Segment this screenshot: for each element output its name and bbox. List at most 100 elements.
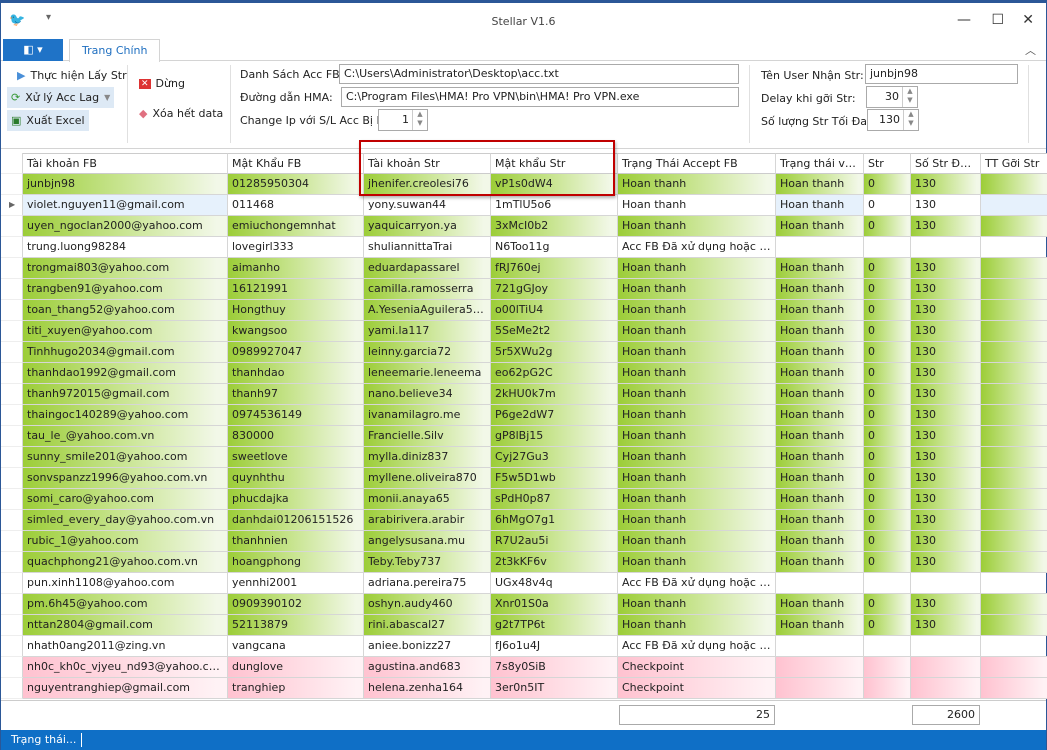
row-indicator[interactable]: [1, 552, 23, 573]
export-excel-button[interactable]: ▣ Xuất Excel: [7, 110, 89, 131]
max-str-spinner[interactable]: 130 ▲ ▼: [867, 109, 919, 131]
cell-str-count: 130: [911, 174, 981, 195]
excel-icon: ▣: [11, 114, 22, 127]
table-row[interactable]: thanh972015@gmail.com thanh97 nano.believe…: [1, 384, 1047, 405]
row-indicator[interactable]: [1, 678, 23, 699]
row-indicator[interactable]: [1, 531, 23, 552]
column-header-verify-status[interactable]: Trạng thái ver…: [776, 153, 864, 174]
row-indicator[interactable]: [1, 657, 23, 678]
acc-list-input[interactable]: C:\Users\Administrator\Desktop\acc.txt: [339, 64, 739, 84]
spinner-arrows-icon[interactable]: ▲ ▼: [903, 110, 918, 130]
table-row[interactable]: nh0c_kh0c_vjyeu_nd93@yahoo.com dunglove ag…: [1, 657, 1047, 678]
column-header-str-count[interactable]: Số Str Đã …: [911, 153, 981, 174]
table-row[interactable]: quachphong21@yahoo.com.vn hoangphong Teby.…: [1, 552, 1047, 573]
cell-str-password: 5SeMe2t2: [491, 321, 618, 342]
user-receive-input[interactable]: junbjn98: [865, 64, 1018, 84]
row-indicator[interactable]: [1, 447, 23, 468]
table-row[interactable]: titi_xuyen@yahoo.com kwangsoo yami.la117 5S…: [1, 321, 1047, 342]
row-indicator[interactable]: [1, 321, 23, 342]
column-header-str-account[interactable]: Tài khoản Str: [364, 153, 491, 174]
hma-path-input[interactable]: C:\Program Files\HMA! Pro VPN\bin\HMA! P…: [341, 87, 739, 107]
close-button[interactable]: ✕: [1022, 12, 1034, 28]
cell-str-account: helena.zenha164: [364, 678, 491, 699]
table-row[interactable]: toan_thang52@yahoo.com Hongthuy A.YeseniaA…: [1, 300, 1047, 321]
table-row[interactable]: rubic_1@yahoo.com thanhnien angelysusana.m…: [1, 531, 1047, 552]
table-row[interactable]: nttan2804@gmail.com 52113879 rini.abascal2…: [1, 615, 1047, 636]
table-row[interactable]: nhath0ang2011@zing.vn vangcana aniee.boniz…: [1, 636, 1047, 657]
row-indicator[interactable]: [1, 342, 23, 363]
row-indicator[interactable]: [1, 615, 23, 636]
cell-accept-status: Acc FB Đã xử dụng hoặc Spam: [618, 573, 776, 594]
column-header-send-status[interactable]: TT Gỡi Str: [981, 153, 1047, 174]
row-indicator[interactable]: [1, 258, 23, 279]
column-header-fb-account[interactable]: Tài khoản FB: [23, 153, 228, 174]
row-indicator[interactable]: [1, 237, 23, 258]
delay-value: 30: [885, 90, 899, 103]
table-row[interactable]: pm.6h45@yahoo.com 0909390102 oshyn.audy460…: [1, 594, 1047, 615]
cell-fb-password: 830000: [228, 426, 364, 447]
file-menu-button[interactable]: ◧ ▾: [3, 39, 63, 61]
clear-data-button[interactable]: ◆ Xóa hết data: [135, 103, 227, 124]
row-indicator[interactable]: [1, 363, 23, 384]
cell-fb-account: nh0c_kh0c_vjyeu_nd93@yahoo.com: [23, 657, 228, 678]
status-divider: [81, 733, 82, 747]
row-indicator[interactable]: [1, 489, 23, 510]
row-indicator[interactable]: [1, 279, 23, 300]
row-indicator[interactable]: [1, 510, 23, 531]
collapse-ribbon-icon[interactable]: ︿: [1025, 44, 1036, 57]
row-indicator[interactable]: [1, 468, 23, 489]
table-row[interactable]: Tinhhugo2034@gmail.com 0989927047 leinny.g…: [1, 342, 1047, 363]
run-button[interactable]: ▶ Thực hiện Lấy Str: [13, 65, 131, 86]
table-row[interactable]: ▶ violet.nguyen11@gmail.com 011468 yony.suw…: [1, 195, 1047, 216]
delay-spinner[interactable]: 30 ▲ ▼: [866, 86, 918, 108]
cell-fb-account: toan_thang52@yahoo.com: [23, 300, 228, 321]
row-indicator[interactable]: [1, 174, 23, 195]
change-ip-spinner[interactable]: 1 ▲ ▼: [378, 109, 428, 131]
table-row[interactable]: trongmai803@yahoo.com aimanho eduardapassa…: [1, 258, 1047, 279]
row-indicator[interactable]: [1, 573, 23, 594]
table-row[interactable]: sonvspanzz1996@yahoo.com.vn quynhthu mylle…: [1, 468, 1047, 489]
table-row[interactable]: thanhdao1992@gmail.com thanhdao leneemarie…: [1, 363, 1047, 384]
spinner-arrows-icon[interactable]: ▲ ▼: [902, 87, 917, 107]
process-lag-button[interactable]: ⟳ Xử lý Acc Lag ▼: [7, 87, 115, 108]
table-row[interactable]: sunny_smile201@yahoo.com sweetlove mylla.d…: [1, 447, 1047, 468]
spinner-arrows-icon[interactable]: ▲ ▼: [412, 110, 427, 130]
table-row[interactable]: trung.luong98284 lovegirl333 shuliannittaT…: [1, 237, 1047, 258]
cell-fb-account: trangben91@yahoo.com: [23, 279, 228, 300]
table-row[interactable]: uyen_ngoclan2000@yahoo.com emiuchongemnha…: [1, 216, 1047, 237]
minimize-button[interactable]: —: [957, 12, 971, 28]
cell-str-password: vP1s0dW4: [491, 174, 618, 195]
table-row[interactable]: trangben91@yahoo.com 16121991 camilla.ramo…: [1, 279, 1047, 300]
table-row[interactable]: somi_caro@yahoo.com phucdajka monii.anaya6…: [1, 489, 1047, 510]
maximize-button[interactable]: ☐: [991, 12, 1004, 28]
row-indicator[interactable]: [1, 426, 23, 447]
stop-button[interactable]: ✕ Dừng: [135, 73, 189, 94]
column-header-accept-status[interactable]: Trạng Thái Accept FB: [618, 153, 776, 174]
table-row[interactable]: pun.xinh1108@yahoo.com yennhi2001 adriana.…: [1, 573, 1047, 594]
row-indicator[interactable]: [1, 636, 23, 657]
cell-str-count: [911, 636, 981, 657]
row-indicator[interactable]: ▶: [1, 195, 23, 216]
tab-trang-chinh[interactable]: Trang Chính: [69, 39, 161, 62]
cell-send-status: [981, 678, 1047, 699]
table-row[interactable]: junbjn98 01285950304 jhenifer.creolesi76 vP…: [1, 174, 1047, 195]
eraser-icon: ◆: [139, 107, 148, 120]
cell-accept-status: Hoan thanh: [618, 342, 776, 363]
column-header-str-password[interactable]: Mật khẩu Str: [491, 153, 618, 174]
cell-str-account: angelysusana.mu: [364, 531, 491, 552]
row-indicator[interactable]: [1, 594, 23, 615]
table-row[interactable]: simled_every_day@yahoo.com.vn danhdai0120…: [1, 510, 1047, 531]
row-indicator[interactable]: [1, 216, 23, 237]
row-indicator[interactable]: [1, 405, 23, 426]
table-row[interactable]: tau_le_@yahoo.com.vn 830000 Francielle.Sil…: [1, 426, 1047, 447]
cell-fb-account: somi_caro@yahoo.com: [23, 489, 228, 510]
cell-str-password: fJ6o1u4J: [491, 636, 618, 657]
column-header-str[interactable]: Str: [864, 153, 911, 174]
table-row[interactable]: thaingoc140289@yahoo.com 0974536149 ivanam…: [1, 405, 1047, 426]
table-row[interactable]: nguyentranghiep@gmail.com tranghiep helena…: [1, 678, 1047, 699]
column-header-fb-password[interactable]: Mật Khẩu FB: [228, 153, 364, 174]
row-indicator[interactable]: [1, 300, 23, 321]
cell-str-count: 130: [911, 468, 981, 489]
quick-access-dropdown[interactable]: ▾: [46, 12, 52, 23]
row-indicator[interactable]: [1, 384, 23, 405]
